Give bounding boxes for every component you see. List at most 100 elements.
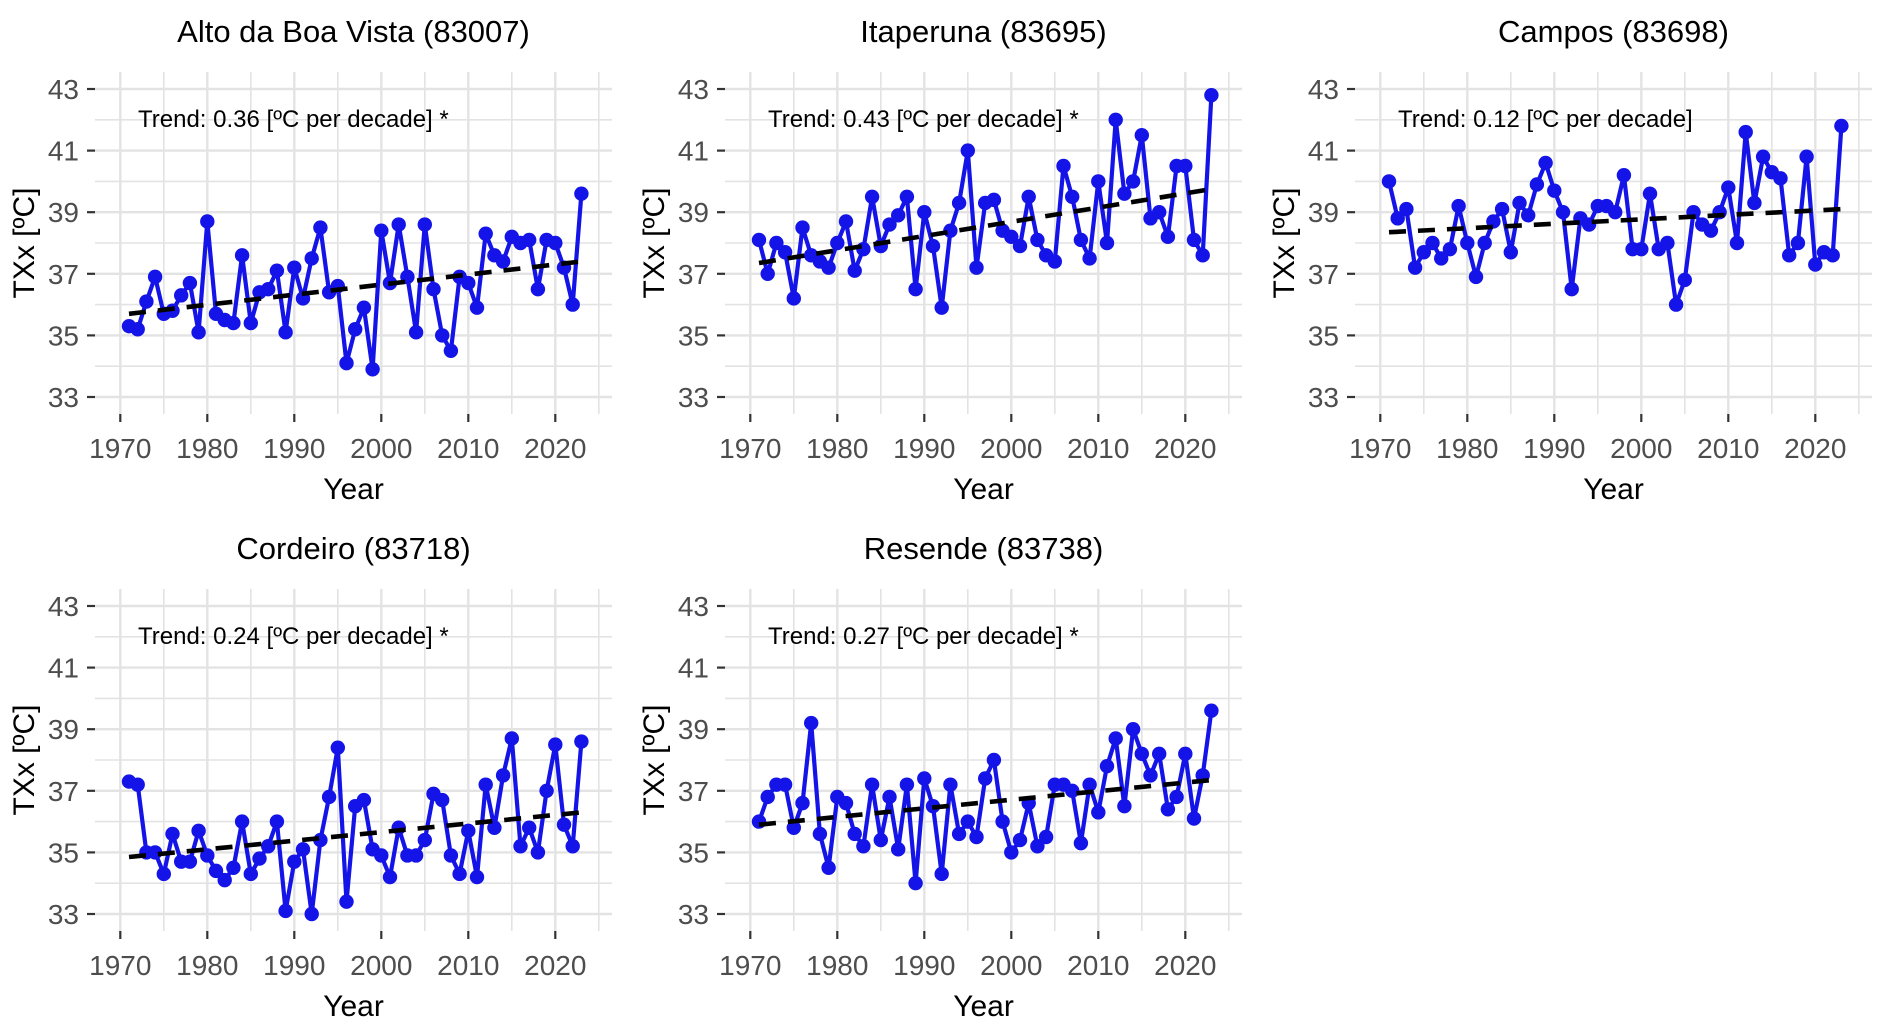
y-tick-label: 43 (48, 74, 79, 105)
data-point (1782, 248, 1797, 263)
chart-plot: Itaperuna (83695) 33 35 37 39 41 43 1970 1980 199… (638, 14, 1242, 506)
y-axis-title: TXx [ºC] (638, 188, 671, 299)
data-point (261, 282, 276, 297)
data-point (1668, 297, 1684, 312)
data-point (443, 343, 459, 358)
data-point (156, 866, 171, 882)
data-point (1660, 235, 1675, 251)
data-point (495, 254, 511, 269)
x-tick-label: 1980 (806, 950, 868, 981)
x-tick-label: 1970 (89, 950, 151, 981)
data-point (469, 869, 485, 885)
data-point (1099, 758, 1115, 774)
chart-title: Alto da Boa Vista (83007) (177, 14, 530, 49)
data-point (769, 235, 784, 251)
y-tick-label: 39 (48, 197, 79, 228)
chart-panel: Campos (83698) 33 35 37 39 41 43 1970 1980 1990 20… (1260, 0, 1892, 517)
data-point (1721, 180, 1736, 195)
data-point (1178, 746, 1193, 762)
data-point (1790, 235, 1806, 251)
data-point (478, 226, 493, 241)
x-tick-label: 2020 (1154, 950, 1216, 981)
data-point (391, 217, 406, 232)
data-point (934, 866, 949, 882)
data-point (461, 275, 476, 291)
data-point (812, 826, 828, 842)
x-tick-label: 1970 (1349, 433, 1411, 464)
data-point (522, 232, 537, 248)
trend-line (128, 810, 582, 860)
chart-panel: Alto da Boa Vista (83007) 33 35 37 39 41 43 197… (0, 0, 630, 517)
data-point (435, 792, 450, 808)
data-point (899, 777, 915, 792)
y-tick-label: 41 (48, 653, 79, 684)
y-tick-label: 33 (48, 899, 79, 930)
data-point (1773, 171, 1788, 186)
y-tick-label: 39 (678, 197, 709, 228)
data-point (864, 189, 880, 204)
y-tick-label: 35 (678, 320, 709, 351)
data-point (200, 214, 215, 229)
data-point (1468, 269, 1484, 285)
data-point (1460, 235, 1475, 251)
data-point (226, 315, 241, 331)
data-point (1390, 211, 1405, 226)
x-tick-label: 2020 (524, 433, 586, 464)
data-point (1186, 811, 1202, 826)
y-tick-label: 41 (48, 136, 79, 167)
y-axis-title: TXx [ºC] (8, 705, 41, 816)
y-tick-label: 39 (1308, 197, 1339, 228)
y-tick-label: 33 (678, 899, 709, 930)
y-axis-title: TXx [ºC] (8, 188, 41, 299)
data-point (908, 282, 923, 297)
data-point (522, 820, 537, 835)
data-point (208, 863, 224, 879)
data-point (1065, 783, 1080, 798)
data-point (882, 789, 897, 805)
data-point (548, 737, 563, 752)
data-point (1108, 731, 1123, 746)
y-axis-title: TXx [ºC] (1268, 188, 1301, 299)
y-tick-label: 37 (48, 776, 79, 807)
data-point (574, 186, 589, 201)
data-point (1056, 158, 1071, 174)
y-tick-label: 33 (1308, 382, 1339, 413)
data-point (487, 820, 502, 835)
x-tick-label: 1970 (719, 950, 781, 981)
data-point (1442, 241, 1458, 257)
data-point (243, 866, 258, 882)
data-point (830, 235, 845, 251)
data-point (1125, 722, 1141, 737)
data-point (969, 829, 984, 845)
data-point (278, 325, 293, 340)
data-point (504, 731, 519, 746)
data-point (1642, 186, 1658, 201)
x-tick-label: 2000 (350, 950, 412, 981)
data-point (1521, 208, 1536, 223)
chart-panel: Resende (83738) 33 35 37 39 41 43 1970 1980 1990 2… (630, 517, 1260, 1035)
y-tick-label: 39 (48, 714, 79, 745)
data-point (1125, 174, 1141, 189)
data-point (1091, 174, 1106, 189)
data-point (182, 854, 198, 869)
data-point (1186, 232, 1202, 248)
chart-plot: Resende (83738) 33 35 37 39 41 43 1970 1980 1990 2… (638, 531, 1242, 1023)
data-point (356, 792, 372, 808)
y-tick-label: 41 (1308, 136, 1339, 167)
data-point (838, 795, 854, 811)
chart-plot: Cordeiro (83718) 33 35 37 39 41 43 1970 1980 1990… (8, 531, 612, 1023)
data-point (1608, 205, 1623, 220)
data-point (1073, 835, 1089, 851)
data-point (1160, 802, 1176, 817)
data-point (330, 740, 345, 755)
chart-title: Itaperuna (83695) (860, 14, 1106, 49)
data-point (1747, 195, 1762, 211)
chart-title: Cordeiro (83718) (236, 531, 470, 566)
data-point (1755, 149, 1771, 164)
data-point (1451, 198, 1466, 214)
data-point (1808, 257, 1823, 272)
data-point (348, 322, 363, 337)
data-point (530, 282, 546, 297)
data-point (882, 217, 897, 232)
